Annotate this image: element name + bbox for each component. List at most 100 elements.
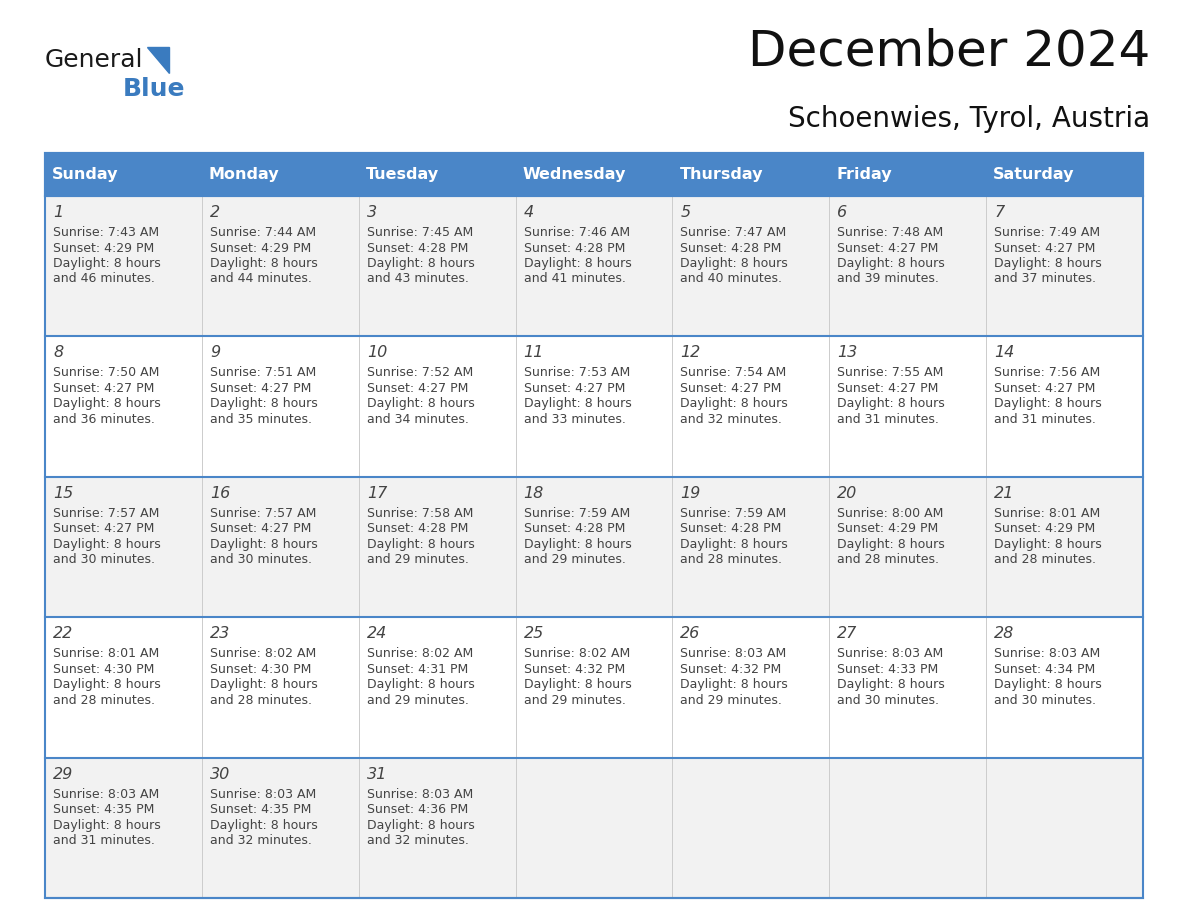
Text: Sunrise: 7:44 AM: Sunrise: 7:44 AM [210, 226, 316, 239]
Text: 5: 5 [681, 205, 690, 220]
Text: Sunset: 4:32 PM: Sunset: 4:32 PM [681, 663, 782, 676]
Text: and 29 minutes.: and 29 minutes. [524, 554, 625, 566]
Text: 8: 8 [53, 345, 63, 361]
Text: Sunrise: 8:02 AM: Sunrise: 8:02 AM [367, 647, 473, 660]
Text: and 32 minutes.: and 32 minutes. [681, 413, 782, 426]
Bar [45, 757, 1143, 898]
Text: and 29 minutes.: and 29 minutes. [367, 694, 468, 707]
Text: and 40 minutes.: and 40 minutes. [681, 273, 783, 285]
Text: 2: 2 [210, 205, 220, 220]
Bar [672, 153, 829, 196]
Text: Sunset: 4:28 PM: Sunset: 4:28 PM [524, 522, 625, 535]
Text: Sunset: 4:27 PM: Sunset: 4:27 PM [53, 382, 154, 395]
Text: Sunset: 4:33 PM: Sunset: 4:33 PM [838, 663, 939, 676]
Text: Sunday: Sunday [52, 167, 119, 182]
Text: Sunrise: 8:03 AM: Sunrise: 8:03 AM [210, 788, 316, 800]
Bar [359, 153, 516, 196]
Text: and 28 minutes.: and 28 minutes. [681, 554, 783, 566]
Text: 11: 11 [524, 345, 544, 361]
Text: Sunrise: 7:55 AM: Sunrise: 7:55 AM [838, 366, 943, 379]
Text: Sunrise: 8:02 AM: Sunrise: 8:02 AM [524, 647, 630, 660]
Text: Daylight: 8 hours: Daylight: 8 hours [524, 538, 631, 551]
Text: Sunrise: 7:51 AM: Sunrise: 7:51 AM [210, 366, 316, 379]
Text: Wednesday: Wednesday [523, 167, 626, 182]
Text: and 33 minutes.: and 33 minutes. [524, 413, 625, 426]
Text: Monday: Monday [209, 167, 279, 182]
Text: and 37 minutes.: and 37 minutes. [994, 273, 1097, 285]
Text: and 34 minutes.: and 34 minutes. [367, 413, 468, 426]
Text: Sunset: 4:27 PM: Sunset: 4:27 PM [838, 241, 939, 254]
Text: Sunset: 4:31 PM: Sunset: 4:31 PM [367, 663, 468, 676]
Bar [45, 153, 1143, 196]
Text: Schoenwies, Tyrol, Austria: Schoenwies, Tyrol, Austria [788, 105, 1150, 133]
Text: and 29 minutes.: and 29 minutes. [524, 694, 625, 707]
Text: Daylight: 8 hours: Daylight: 8 hours [838, 257, 944, 270]
Text: Sunset: 4:35 PM: Sunset: 4:35 PM [53, 803, 154, 816]
Text: Sunset: 4:29 PM: Sunset: 4:29 PM [53, 241, 154, 254]
Text: Daylight: 8 hours: Daylight: 8 hours [367, 678, 474, 691]
Text: Daylight: 8 hours: Daylight: 8 hours [53, 819, 160, 832]
Text: Sunset: 4:27 PM: Sunset: 4:27 PM [681, 382, 782, 395]
Text: Sunset: 4:34 PM: Sunset: 4:34 PM [994, 663, 1095, 676]
Text: Daylight: 8 hours: Daylight: 8 hours [838, 538, 944, 551]
Text: Daylight: 8 hours: Daylight: 8 hours [210, 678, 317, 691]
Text: Daylight: 8 hours: Daylight: 8 hours [210, 538, 317, 551]
Text: and 28 minutes.: and 28 minutes. [838, 554, 940, 566]
Text: Sunrise: 7:58 AM: Sunrise: 7:58 AM [367, 507, 473, 520]
Text: Daylight: 8 hours: Daylight: 8 hours [994, 397, 1101, 410]
Bar [45, 617, 1143, 757]
Text: Daylight: 8 hours: Daylight: 8 hours [210, 397, 317, 410]
Text: and 41 minutes.: and 41 minutes. [524, 273, 625, 285]
Text: 26: 26 [681, 626, 701, 641]
Text: 22: 22 [53, 626, 74, 641]
Text: Sunset: 4:29 PM: Sunset: 4:29 PM [210, 241, 311, 254]
Text: Sunrise: 8:03 AM: Sunrise: 8:03 AM [53, 788, 159, 800]
Text: December 2024: December 2024 [747, 28, 1150, 76]
Text: Sunset: 4:29 PM: Sunset: 4:29 PM [994, 522, 1095, 535]
Bar [45, 196, 1143, 336]
Text: Sunset: 4:28 PM: Sunset: 4:28 PM [681, 241, 782, 254]
Text: Friday: Friday [836, 167, 892, 182]
Text: and 28 minutes.: and 28 minutes. [994, 554, 1097, 566]
Text: Sunrise: 7:53 AM: Sunrise: 7:53 AM [524, 366, 630, 379]
Text: Daylight: 8 hours: Daylight: 8 hours [367, 257, 474, 270]
Text: Daylight: 8 hours: Daylight: 8 hours [210, 819, 317, 832]
Text: Daylight: 8 hours: Daylight: 8 hours [53, 257, 160, 270]
Text: Sunset: 4:28 PM: Sunset: 4:28 PM [681, 522, 782, 535]
Text: Sunrise: 7:43 AM: Sunrise: 7:43 AM [53, 226, 159, 239]
Bar [986, 153, 1143, 196]
Text: Sunset: 4:30 PM: Sunset: 4:30 PM [210, 663, 311, 676]
Text: Sunset: 4:27 PM: Sunset: 4:27 PM [53, 522, 154, 535]
Text: 9: 9 [210, 345, 220, 361]
Text: Daylight: 8 hours: Daylight: 8 hours [838, 678, 944, 691]
Text: Sunrise: 8:00 AM: Sunrise: 8:00 AM [838, 507, 943, 520]
Text: 28: 28 [994, 626, 1015, 641]
Text: 15: 15 [53, 486, 74, 501]
Text: Daylight: 8 hours: Daylight: 8 hours [53, 678, 160, 691]
Bar [45, 153, 1143, 898]
Text: 27: 27 [838, 626, 858, 641]
Text: Sunset: 4:36 PM: Sunset: 4:36 PM [367, 803, 468, 816]
Text: and 43 minutes.: and 43 minutes. [367, 273, 468, 285]
Text: Sunrise: 7:57 AM: Sunrise: 7:57 AM [53, 507, 159, 520]
Polygon shape [147, 47, 169, 73]
Text: Saturday: Saturday [993, 167, 1074, 182]
Text: Sunrise: 7:47 AM: Sunrise: 7:47 AM [681, 226, 786, 239]
Text: 13: 13 [838, 345, 858, 361]
Bar [516, 153, 672, 196]
Text: Sunrise: 7:48 AM: Sunrise: 7:48 AM [838, 226, 943, 239]
Text: Sunrise: 8:01 AM: Sunrise: 8:01 AM [994, 507, 1100, 520]
Text: and 36 minutes.: and 36 minutes. [53, 413, 154, 426]
Text: 20: 20 [838, 486, 858, 501]
Bar [45, 153, 202, 196]
Text: and 31 minutes.: and 31 minutes. [994, 413, 1095, 426]
Text: Sunset: 4:27 PM: Sunset: 4:27 PM [210, 522, 311, 535]
Text: and 32 minutes.: and 32 minutes. [210, 834, 311, 847]
Text: Daylight: 8 hours: Daylight: 8 hours [994, 678, 1101, 691]
Text: 12: 12 [681, 345, 701, 361]
Text: Daylight: 8 hours: Daylight: 8 hours [994, 257, 1101, 270]
Text: 17: 17 [367, 486, 387, 501]
Text: and 28 minutes.: and 28 minutes. [53, 694, 156, 707]
Text: Sunset: 4:27 PM: Sunset: 4:27 PM [838, 382, 939, 395]
Text: 30: 30 [210, 767, 230, 781]
